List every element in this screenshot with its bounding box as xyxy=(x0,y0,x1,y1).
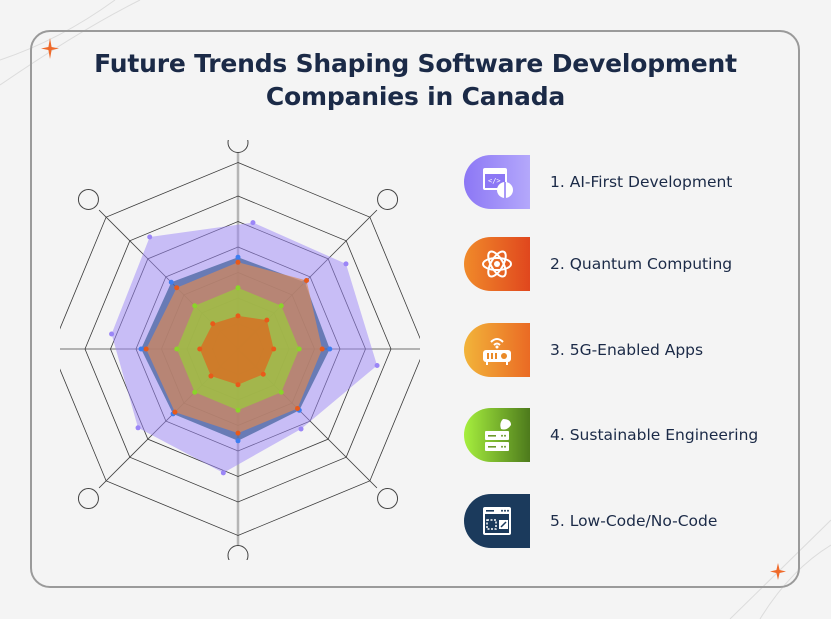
trend-icon-tab xyxy=(464,408,530,462)
data-point xyxy=(295,406,301,412)
title-line-2: Companies in Canada xyxy=(265,82,566,111)
data-point xyxy=(296,346,302,352)
data-point xyxy=(109,331,115,337)
axis-label-circle xyxy=(377,188,399,210)
trend-icon-tab xyxy=(464,494,530,548)
data-point xyxy=(235,438,241,444)
server-leaf-icon xyxy=(485,419,511,451)
trend-item: 4. Sustainable Engineering xyxy=(464,408,758,462)
data-point xyxy=(235,313,241,319)
trend-icon-tab xyxy=(464,237,530,291)
trend-icon-tab xyxy=(464,323,530,377)
data-point xyxy=(264,317,270,323)
svg-text:</>: </> xyxy=(488,177,501,185)
axis-label-circle xyxy=(377,488,399,510)
axis-label-circle xyxy=(77,188,99,210)
data-point xyxy=(192,303,198,309)
data-point xyxy=(235,382,241,388)
data-point xyxy=(319,346,325,352)
data-point xyxy=(235,407,241,413)
radar-chart xyxy=(60,140,420,560)
data-point xyxy=(192,389,198,395)
grid-ring xyxy=(60,162,420,536)
axis-label-circle xyxy=(77,488,99,510)
sparkle-icon xyxy=(770,563,786,580)
data-point xyxy=(172,409,178,415)
data-point xyxy=(135,425,141,431)
trend-label: 2. Quantum Computing xyxy=(550,255,733,273)
data-point xyxy=(210,321,216,327)
trend-item: </> 1. AI-First Development xyxy=(464,155,732,209)
trend-label: 1. AI-First Development xyxy=(550,173,733,191)
data-point xyxy=(304,277,310,283)
data-point xyxy=(271,346,277,352)
code-window-brain-icon: </> xyxy=(483,168,513,198)
data-point xyxy=(174,346,180,352)
series-orange xyxy=(199,315,274,385)
data-point xyxy=(343,261,349,267)
page-title: Future Trends Shaping Software Developme… xyxy=(0,47,831,113)
trend-label: 4. Sustainable Engineering xyxy=(550,426,759,444)
title-line-1: Future Trends Shaping Software Developme… xyxy=(94,49,737,78)
trend-label: 3. 5G-Enabled Apps xyxy=(550,341,704,359)
data-point xyxy=(208,373,214,379)
trend-icon-tab: </> xyxy=(464,155,530,209)
data-point xyxy=(174,285,180,291)
grid-ring xyxy=(84,195,392,503)
data-point xyxy=(327,346,333,352)
data-point xyxy=(235,254,241,260)
axis-label-circle xyxy=(227,545,249,560)
axis-label-circle xyxy=(227,140,249,153)
data-point xyxy=(235,285,241,291)
data-point xyxy=(220,470,226,476)
data-point xyxy=(197,346,203,352)
data-point xyxy=(138,346,144,352)
data-point xyxy=(235,430,241,436)
atom-icon xyxy=(482,250,512,278)
data-point xyxy=(235,259,241,265)
data-point xyxy=(260,371,266,377)
data-point xyxy=(250,220,256,226)
data-point xyxy=(143,346,149,352)
wifi-router-icon xyxy=(483,338,511,365)
sparkle-icon xyxy=(41,38,59,59)
content-frame xyxy=(30,30,800,588)
trend-item: 5. Low-Code/No-Code xyxy=(464,494,717,548)
data-point xyxy=(147,234,153,240)
data-point xyxy=(298,426,304,432)
data-point xyxy=(278,389,284,395)
browser-builder-icon xyxy=(483,507,511,535)
trend-label: 5. Low-Code/No-Code xyxy=(550,512,718,530)
data-point xyxy=(168,279,174,285)
trend-item: 3. 5G-Enabled Apps xyxy=(464,323,703,377)
data-point xyxy=(278,303,284,309)
trend-item: 2. Quantum Computing xyxy=(464,237,732,291)
data-point xyxy=(374,362,380,368)
